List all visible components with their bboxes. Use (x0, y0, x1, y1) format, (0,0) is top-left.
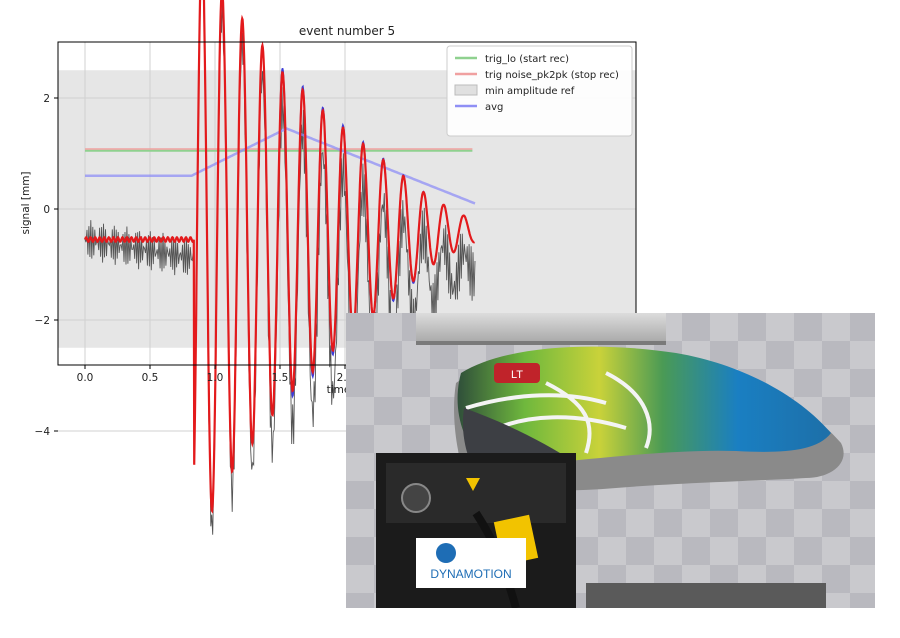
filtered-signal-line (83, 0, 476, 514)
shoe-test-photo: LT DYNAMOTION (346, 313, 875, 608)
photo-illustration: LT DYNAMOTION (346, 313, 875, 608)
y-tick-label: −4 (35, 426, 51, 438)
x-tick-label: 1.5 (272, 372, 289, 384)
legend-swatch (454, 84, 478, 96)
laser-warning-icon (466, 478, 480, 491)
y-tick-label: 2 (43, 93, 50, 105)
shoe-logo-text: LT (511, 369, 523, 381)
x-tick-label: 0.5 (142, 372, 159, 384)
y-axis-ticks: 6420−2−4 (35, 93, 58, 438)
x-tick-label: 1.0 (207, 372, 224, 384)
legend-label: min amplitude ref (485, 86, 575, 97)
filtered-signal-layer (83, 0, 476, 514)
legend-label: trig noise_pk2pk (stop rec) (485, 70, 619, 81)
y-tick-label: −2 (35, 315, 50, 327)
chart-title: event number 5 (299, 24, 395, 38)
brand-logo-icon (436, 543, 456, 563)
brand-sticker (416, 538, 526, 588)
table-surface (586, 583, 826, 608)
legend-label: avg (485, 102, 503, 113)
brand-text: DYNAMOTION (430, 567, 511, 581)
legend-box (446, 45, 633, 137)
y-axis-label: signal [mm] (20, 171, 32, 234)
test-rig-plate (416, 313, 666, 343)
shoe-logo-patch (494, 363, 540, 383)
legend-label: trig_lo (start rec) (485, 54, 569, 65)
legend: trig_lo (start rec) trig noise_pk2pk (sto… (446, 45, 633, 137)
shoe-stripes (465, 371, 652, 454)
y-tick-label: 0 (43, 204, 50, 216)
x-tick-label: 0.0 (77, 372, 94, 384)
